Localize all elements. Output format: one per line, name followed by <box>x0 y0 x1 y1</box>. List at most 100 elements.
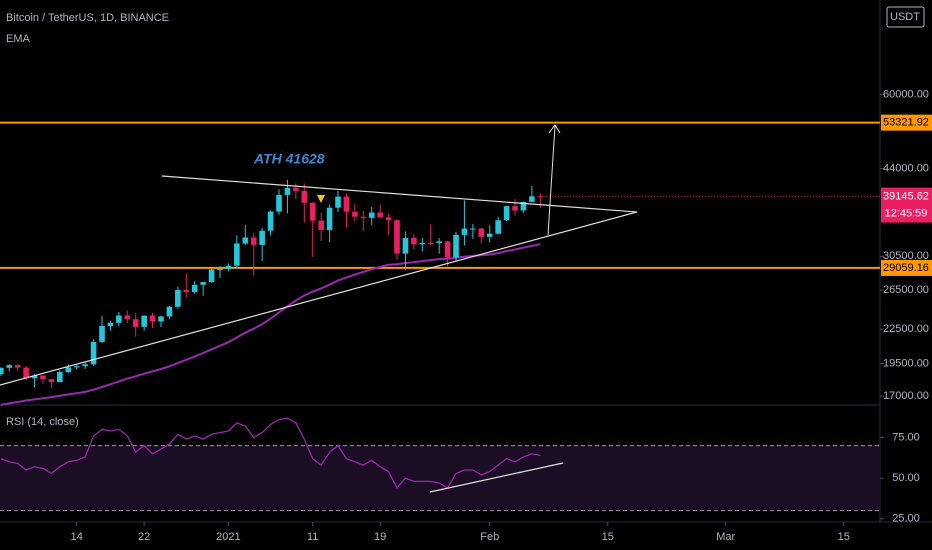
candle-body <box>385 217 392 221</box>
x-tick-label: Mar <box>716 531 735 543</box>
x-tick-label: 15 <box>838 531 850 543</box>
candle-body <box>335 196 341 208</box>
candle-body <box>31 375 38 379</box>
candle-body <box>368 212 375 218</box>
candle-body <box>495 220 501 234</box>
candle-body <box>259 230 265 245</box>
rsi-name: RSI (14, close) <box>6 416 79 428</box>
candle-body <box>301 190 308 203</box>
y-tick-label: 26500.00 <box>883 284 929 296</box>
candle-body <box>453 234 459 258</box>
level-tag <box>881 259 932 276</box>
rsi-trendline <box>429 462 564 493</box>
candle-body <box>250 237 257 245</box>
candle-body <box>90 341 97 365</box>
x-tick-label: 22 <box>138 531 150 543</box>
y-tick-label: 30500.00 <box>883 250 929 262</box>
x-tick-label: 14 <box>71 531 83 543</box>
candle-body <box>326 207 333 230</box>
ema-line <box>0 243 541 406</box>
candle-body <box>73 366 80 368</box>
candle-body <box>57 372 63 383</box>
candle-body <box>200 282 206 285</box>
candle-body <box>191 284 198 292</box>
x-tick-label: 19 <box>374 531 386 543</box>
candle-body <box>503 206 510 221</box>
candle-body <box>234 243 240 266</box>
candle-body <box>402 237 409 254</box>
y-tick-label: 19500.00 <box>883 357 929 369</box>
candle-body <box>267 211 274 231</box>
candle-body <box>512 206 518 211</box>
candle-body <box>309 202 316 221</box>
candle-body <box>124 315 131 320</box>
candle-body <box>141 315 147 327</box>
rsi-tick-label: 50.00 <box>892 472 920 484</box>
candle-body <box>419 242 426 245</box>
trendline-upper <box>161 175 638 213</box>
candle-body <box>520 201 527 211</box>
currency-box[interactable] <box>886 6 925 28</box>
candle-body <box>293 187 299 191</box>
rsi-tick-label: 75.00 <box>892 431 920 443</box>
candle-body <box>149 315 156 322</box>
candle-body <box>132 319 139 327</box>
arrow-head <box>548 124 561 134</box>
candle-body <box>377 212 383 218</box>
candle-body <box>0 367 4 375</box>
candle-body <box>276 194 282 212</box>
projection-arrow <box>547 125 556 236</box>
currency[interactable]: USDT <box>890 11 920 23</box>
candle-body <box>394 220 400 254</box>
candle-body <box>99 326 105 342</box>
candle-body <box>175 290 181 307</box>
rsi-tick-label: 25.00 <box>892 513 920 525</box>
candle-body <box>461 228 468 235</box>
candle-body <box>166 306 173 317</box>
trendline-lower <box>0 211 638 386</box>
level-tag <box>881 114 932 131</box>
x-tick-label: 15 <box>602 531 614 543</box>
x-tick-label: Feb <box>480 531 499 543</box>
candle-body <box>23 367 29 379</box>
candle-body <box>436 241 442 243</box>
candle-body <box>343 196 350 212</box>
candle-body <box>444 241 451 258</box>
candle-body <box>478 228 485 237</box>
candle-body <box>116 315 122 323</box>
last-price-tag <box>881 187 932 223</box>
level-label: 29059.16 <box>883 262 929 274</box>
candle-body <box>486 233 493 237</box>
candle-body <box>529 196 535 202</box>
chart-title: Bitcoin / TetherUS, 1D, BINANCE <box>6 12 169 24</box>
candle-body <box>242 237 249 244</box>
annotation: ATH 41628 <box>253 151 325 167</box>
candle-body <box>65 367 72 373</box>
candle-body <box>284 187 291 195</box>
candle-body <box>183 290 190 292</box>
countdown: 12:45:59 <box>885 208 928 220</box>
candle-body <box>14 365 21 368</box>
candle-body <box>360 216 367 218</box>
rsi-line <box>0 417 541 490</box>
y-tick-label: 44000.00 <box>883 163 929 175</box>
candle-body <box>208 269 215 283</box>
rsi-band <box>0 445 880 511</box>
candle-body <box>217 269 223 271</box>
signal-marker <box>317 195 325 203</box>
candle-body <box>107 322 114 327</box>
candle-body <box>225 265 232 270</box>
candle-body <box>318 220 324 230</box>
last-price-label: 39145.62 <box>883 191 929 203</box>
y-tick-label: 22500.00 <box>883 323 929 335</box>
candle-body <box>158 316 164 322</box>
indicator-name: EMA <box>6 33 31 45</box>
candle-body <box>411 237 417 245</box>
x-tick-label: 11 <box>307 531 318 543</box>
candle-body <box>40 375 46 380</box>
candle-body <box>352 211 358 217</box>
candle-body <box>6 365 13 368</box>
x-tick-label: 2021 <box>216 531 240 543</box>
candle-body <box>82 364 88 367</box>
